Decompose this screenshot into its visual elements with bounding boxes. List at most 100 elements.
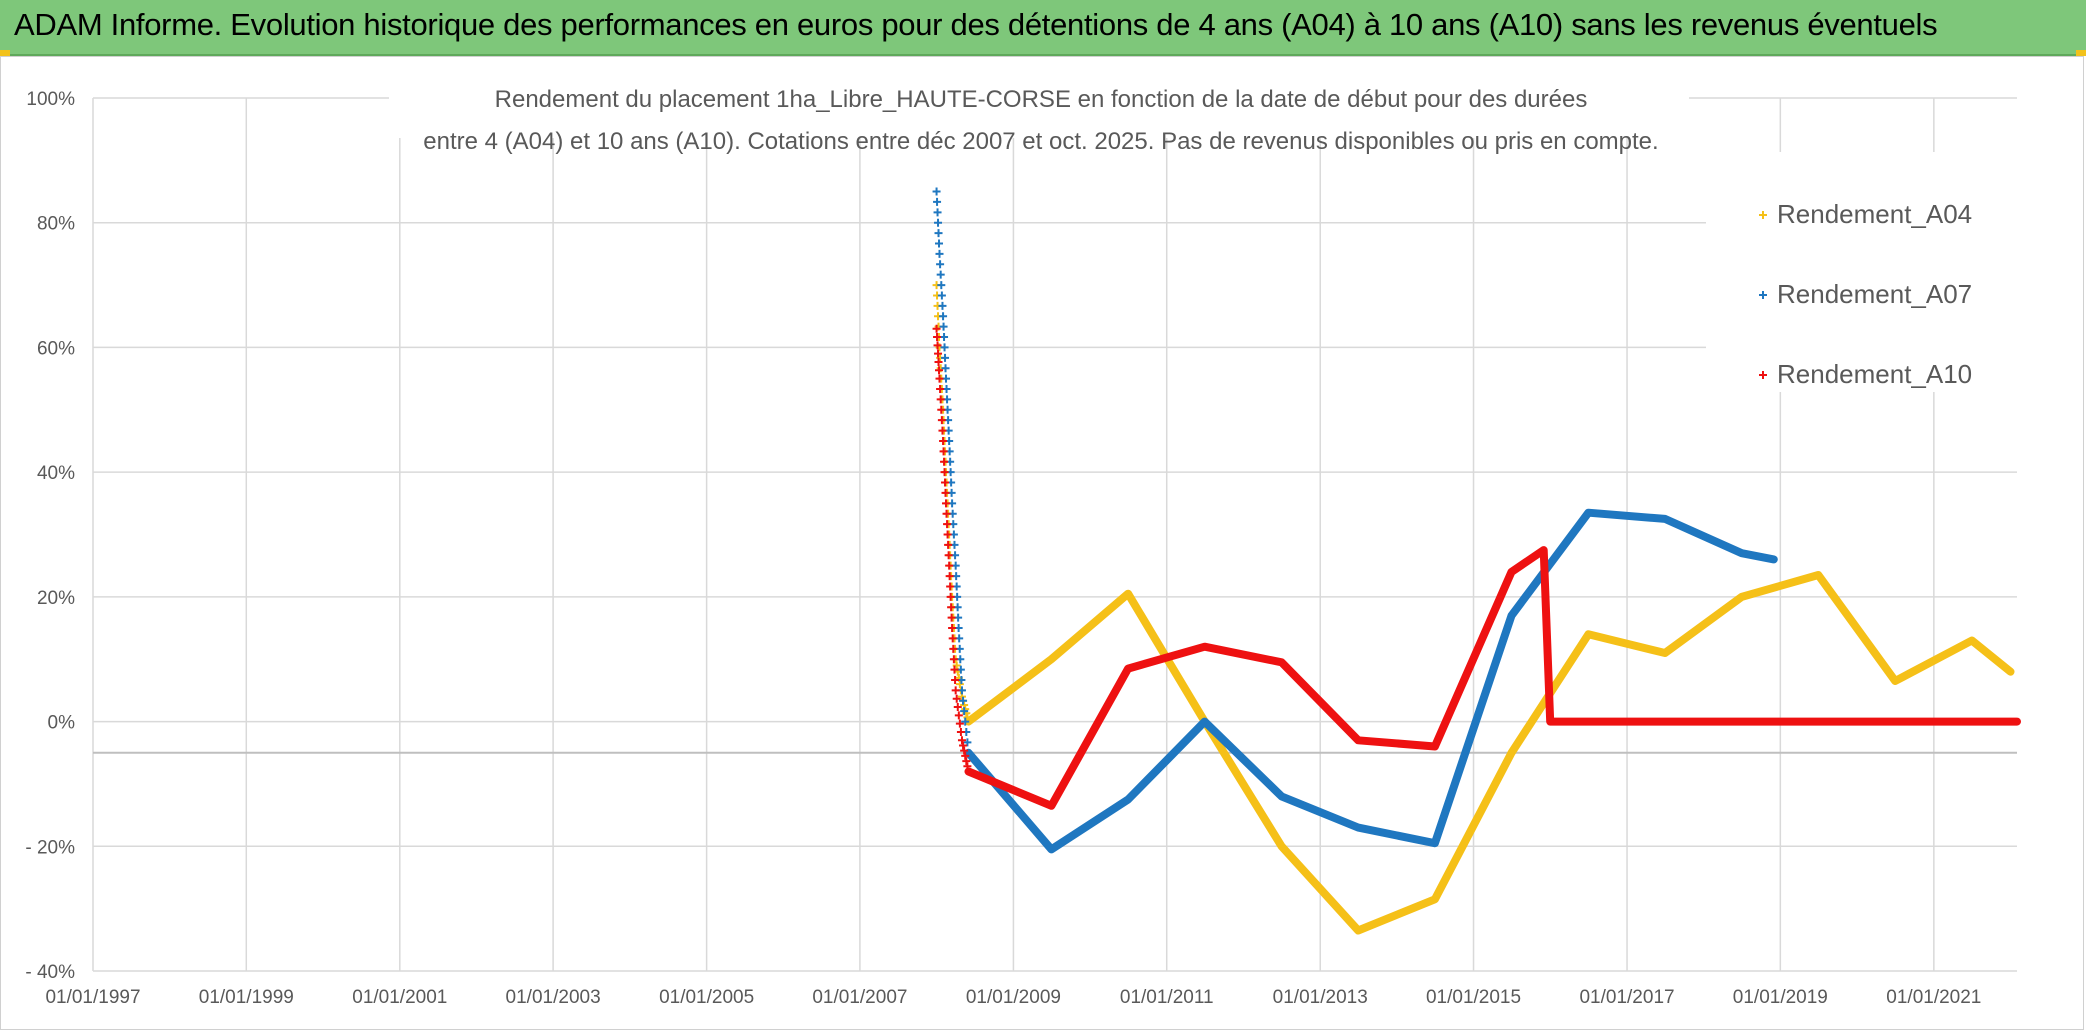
data-point bbox=[960, 746, 969, 755]
x-tick-label: 01/01/2009 bbox=[966, 987, 1061, 1008]
y-tick-label: 80% bbox=[37, 214, 75, 235]
y-tick-label: 100% bbox=[26, 89, 75, 110]
grid bbox=[92, 97, 2017, 972]
data-point bbox=[941, 364, 950, 373]
axes: 100% 80% 60% 40% 20% 0% - 20% - 40% 01/01/1997 01… bbox=[25, 89, 2017, 1008]
legend-label: Rendement_A07 bbox=[1777, 279, 1972, 309]
data-point bbox=[940, 333, 949, 342]
y-tick-label: - 20% bbox=[25, 837, 75, 858]
chart-title-background bbox=[389, 70, 1689, 138]
data-point bbox=[960, 707, 969, 716]
legend-label: Rendement_A04 bbox=[1777, 199, 1972, 229]
data-point bbox=[945, 572, 954, 581]
data-point bbox=[944, 540, 953, 549]
data-point bbox=[949, 655, 958, 664]
chart-title-line: Rendement du placement 1ha_Libre_HAUTE-C… bbox=[495, 86, 1588, 113]
data-point bbox=[940, 343, 949, 352]
x-tick-label: 01/01/2013 bbox=[1273, 987, 1368, 1008]
data-point bbox=[942, 509, 951, 518]
x-tick-label: 01/01/2001 bbox=[352, 987, 447, 1008]
data-point bbox=[937, 416, 946, 425]
x-tick-label: 01/01/2003 bbox=[506, 987, 601, 1008]
data-point bbox=[963, 738, 972, 747]
banner-title: ADAM Informe. Evolution historique des p… bbox=[14, 7, 1938, 42]
data-point bbox=[955, 680, 964, 689]
data-point bbox=[940, 457, 949, 466]
data-point bbox=[959, 741, 968, 750]
data-point bbox=[948, 634, 957, 643]
data-point bbox=[936, 395, 945, 404]
data-point bbox=[936, 385, 945, 393]
data-point bbox=[937, 291, 946, 300]
data-point bbox=[934, 349, 943, 358]
data-point bbox=[954, 711, 963, 720]
series-Rendement_A10 bbox=[932, 324, 2021, 810]
legend-background bbox=[1706, 152, 2020, 392]
data-point bbox=[947, 613, 956, 622]
legend-marker bbox=[1759, 211, 1767, 219]
data-point bbox=[941, 478, 950, 487]
data-point bbox=[933, 197, 942, 206]
data-point bbox=[953, 703, 962, 712]
data-point bbox=[962, 757, 971, 766]
chart-title: Rendement du placement 1ha_Libre_HAUTE-C… bbox=[389, 70, 1689, 155]
data-point bbox=[941, 488, 950, 497]
data-point bbox=[946, 582, 955, 591]
legend-label: Rendement_A10 bbox=[1777, 359, 1972, 389]
y-tick-label: 20% bbox=[37, 588, 75, 609]
series-Rendement_A07 bbox=[932, 187, 1778, 854]
x-tick-label: 01/01/2011 bbox=[1120, 987, 1214, 1008]
data-point bbox=[943, 530, 952, 539]
data-point bbox=[949, 644, 958, 653]
data-point bbox=[939, 322, 948, 331]
x-tick-label: 01/01/2017 bbox=[1579, 987, 1674, 1008]
y-tick-label: 0% bbox=[48, 713, 76, 734]
chart-svg: 100% 80% 60% 40% 20% 0% - 20% - 40% 01/01/1997 01… bbox=[25, 70, 2021, 1008]
data-point bbox=[936, 270, 945, 279]
data-point bbox=[933, 208, 942, 217]
legend-marker bbox=[1759, 371, 1767, 379]
data-point bbox=[939, 447, 948, 456]
legend: Rendement_A04 Rendement_A07 Rendement_A10 bbox=[1706, 152, 2020, 392]
y-tick-label: 60% bbox=[37, 338, 75, 359]
data-point bbox=[938, 426, 947, 435]
data-point bbox=[935, 366, 944, 375]
corner-mark-left bbox=[0, 50, 10, 56]
x-tick-label: 01/01/1999 bbox=[199, 987, 294, 1008]
data-point bbox=[938, 301, 947, 310]
data-point bbox=[961, 717, 970, 726]
data-point bbox=[936, 260, 945, 269]
data-point bbox=[933, 341, 942, 350]
x-tick-label: 01/01/2007 bbox=[812, 987, 907, 1008]
data-point bbox=[959, 696, 968, 705]
x-tick-label: 01/01/2015 bbox=[1426, 987, 1521, 1008]
x-tick-label: 01/01/1997 bbox=[45, 987, 140, 1008]
data-point bbox=[937, 405, 946, 414]
data-point bbox=[944, 551, 953, 560]
data-point bbox=[952, 661, 961, 670]
series-group bbox=[932, 187, 2021, 935]
data-point bbox=[951, 676, 960, 684]
x-tick-label: 01/01/2021 bbox=[1886, 987, 1981, 1008]
legend-marker bbox=[1759, 291, 1767, 299]
y-tick-label: - 40% bbox=[25, 962, 75, 983]
data-point bbox=[961, 751, 970, 760]
series-line bbox=[964, 508, 1778, 854]
chart-area: 100% 80% 60% 40% 20% 0% - 20% - 40% 01/01/1997 01… bbox=[0, 56, 2084, 1030]
data-point bbox=[946, 592, 955, 601]
data-point bbox=[955, 719, 964, 728]
data-point bbox=[937, 281, 946, 290]
data-point bbox=[952, 694, 961, 703]
data-point bbox=[956, 727, 965, 736]
corner-mark-right bbox=[2076, 50, 2086, 56]
data-point bbox=[947, 603, 956, 612]
y-tick-label: 40% bbox=[37, 463, 75, 484]
data-point bbox=[934, 218, 943, 227]
x-tick-label: 01/01/2005 bbox=[659, 987, 754, 1008]
data-point bbox=[934, 357, 943, 366]
x-tick-label: 01/01/2019 bbox=[1733, 987, 1828, 1008]
data-point bbox=[940, 468, 949, 477]
data-point bbox=[943, 520, 952, 529]
header-banner: ADAM Informe. Evolution historique des p… bbox=[0, 0, 2086, 56]
data-point bbox=[950, 665, 959, 674]
